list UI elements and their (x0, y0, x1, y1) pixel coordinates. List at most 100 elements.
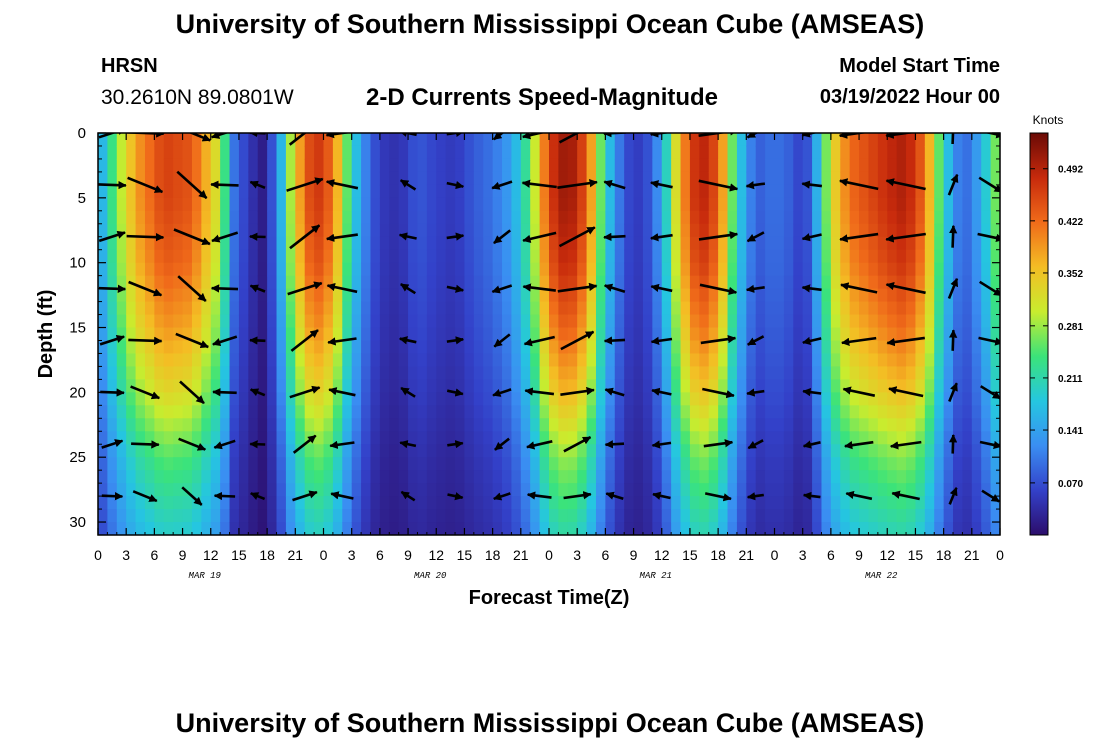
x-tick-label: 0 (996, 547, 1004, 563)
heatmap-cell (191, 509, 202, 523)
heatmap-cell (586, 431, 597, 445)
heatmap-cell (135, 275, 146, 290)
heatmap-cell (793, 509, 804, 523)
heatmap-cell (530, 340, 541, 355)
heatmap-cell (492, 210, 503, 225)
heatmap-cell (370, 522, 381, 535)
heatmap-cell (802, 496, 813, 510)
heatmap-cell (426, 236, 437, 251)
heatmap-cell (332, 145, 343, 160)
heatmap-cell (802, 171, 813, 186)
current-vector-arrow (181, 486, 203, 506)
heatmap-cell (502, 301, 513, 316)
heatmap-cell (116, 418, 127, 432)
heatmap-cell (295, 314, 306, 329)
heatmap-cell (642, 496, 653, 510)
heatmap-cell (267, 405, 278, 419)
heatmap-cell (718, 509, 729, 523)
heatmap-cell (351, 418, 362, 432)
heatmap-cell (859, 509, 870, 523)
heatmap-cell (492, 509, 503, 523)
heatmap-cell (191, 340, 202, 355)
heatmap-cell (821, 275, 832, 290)
heatmap-cell (389, 314, 400, 329)
station-coordinates: 30.2610N 89.0801W (101, 86, 294, 109)
heatmap-cell (924, 158, 935, 173)
heatmap-cell (605, 405, 616, 419)
heatmap-cell (276, 340, 287, 355)
current-vector-arrow (650, 336, 673, 345)
heatmap-cell (567, 340, 578, 355)
heatmap-cell (821, 392, 832, 406)
current-vector-arrow (325, 233, 358, 242)
heatmap-cell (708, 145, 719, 160)
heatmap-cell (492, 223, 503, 238)
heatmap-cell (558, 210, 569, 225)
heatmap-cell (295, 171, 306, 186)
heatmap-cell (765, 340, 776, 355)
heatmap-cell (727, 171, 738, 186)
heatmap-cell (285, 366, 296, 380)
heatmap-cell (633, 483, 644, 497)
heatmap-cell (558, 301, 569, 316)
heatmap-cell (614, 301, 625, 316)
heatmap-cell (191, 262, 202, 277)
current-vector-arrow (802, 336, 822, 345)
heatmap-cell (699, 392, 710, 406)
x-tick-label: 12 (654, 547, 670, 563)
heatmap-cell (934, 249, 945, 264)
current-vector-arrow (211, 231, 239, 243)
heatmap-cell (502, 392, 513, 406)
heatmap-cell (502, 262, 513, 277)
x-tick-label: 3 (122, 547, 130, 563)
heatmap-cell (408, 314, 419, 329)
heatmap-cell (915, 288, 926, 303)
heatmap-cell (689, 379, 700, 393)
heatmap-cell (417, 145, 428, 160)
heatmap-cell (389, 249, 400, 264)
heatmap-cell (426, 223, 437, 238)
heatmap-cell (614, 392, 625, 406)
y-tick-label: 5 (78, 190, 86, 207)
heatmap-cell (483, 457, 494, 471)
heatmap-cell (520, 392, 531, 406)
heatmap-cell (492, 405, 503, 419)
heatmap-cell (671, 522, 682, 535)
heatmap-cell (201, 327, 212, 342)
heatmap-cell (595, 522, 606, 535)
current-vector-arrow (400, 386, 416, 398)
heatmap-cell (436, 457, 447, 471)
heatmap-cell (351, 379, 362, 393)
heatmap-cell (248, 158, 259, 173)
current-vector-arrow (841, 336, 877, 346)
heatmap-cell (220, 223, 231, 238)
heatmap-cell (98, 366, 108, 380)
heatmap-cell (624, 405, 635, 419)
heatmap-cell (314, 392, 325, 406)
heatmap-cell (567, 288, 578, 303)
heatmap-cell (642, 145, 653, 160)
heatmap-cell (802, 133, 813, 147)
heatmap-cell (699, 327, 710, 342)
x-axis-label: Forecast Time(Z) (469, 587, 630, 609)
current-vector-arrow (652, 491, 671, 500)
heatmap-cell (229, 444, 240, 458)
heatmap-cell (652, 314, 663, 329)
heatmap-cell (821, 418, 832, 432)
heatmap-cell (793, 158, 804, 173)
heatmap-cell (962, 145, 973, 160)
heatmap-cell (971, 379, 982, 393)
heatmap-cell (567, 223, 578, 238)
heatmap-cell (614, 236, 625, 251)
heatmap-cell (661, 522, 672, 535)
heatmap-cell (248, 366, 259, 380)
heatmap-cell (671, 444, 682, 458)
heatmap-cell (915, 301, 926, 316)
current-vector-arrow (289, 224, 321, 250)
heatmap-cell (426, 353, 437, 368)
heatmap-cell (379, 431, 390, 445)
heatmap-cell (624, 392, 635, 406)
heatmap-cell (849, 457, 860, 471)
heatmap-cell (765, 470, 776, 484)
heatmap-cell (906, 353, 917, 368)
